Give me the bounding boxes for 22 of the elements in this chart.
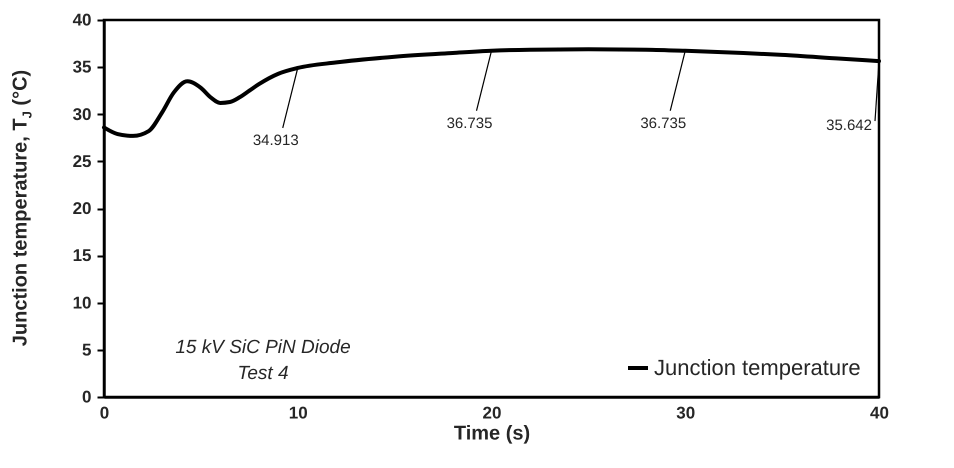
y-tick-label: 25	[72, 152, 92, 171]
y-tick-label: 35	[72, 58, 92, 77]
y-tick-label: 15	[72, 246, 92, 266]
y-tick-label: 20	[72, 199, 92, 218]
annotation: 34.913	[252, 132, 299, 149]
x-tick-label: 10	[288, 404, 308, 422]
x-tick-label: 0	[100, 404, 110, 422]
y-tick-label: 40	[72, 10, 92, 30]
annotation: 36.735	[640, 114, 686, 132]
y-tick-label: 0	[82, 388, 92, 406]
annotation: 35.642	[826, 117, 872, 134]
annotation: 15 kV SiC PiN Diode	[175, 337, 351, 358]
x-tick-label: 30	[676, 404, 696, 422]
x-tick-label: 20	[482, 404, 502, 422]
y-tick-label: 10	[72, 293, 92, 312]
annotation: 36.735	[446, 114, 492, 132]
x-axis-title: Time (s)	[454, 422, 530, 444]
legend-label: Junction temperature	[654, 355, 861, 380]
y-tick-label: 30	[72, 104, 92, 124]
x-tick-label: 40	[870, 404, 889, 422]
y-tick-label: 5	[82, 340, 92, 360]
annotation: Test 4	[237, 363, 289, 384]
